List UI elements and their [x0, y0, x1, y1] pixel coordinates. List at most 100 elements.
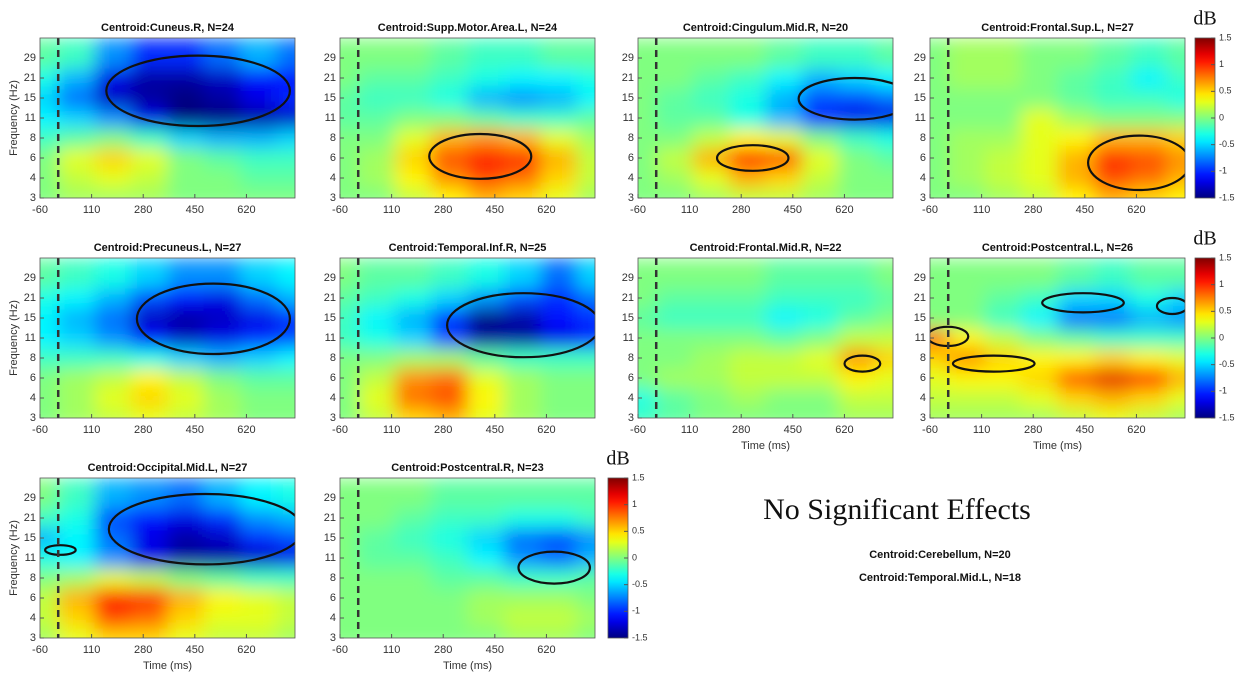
heatmap-cell	[1021, 408, 1058, 418]
heatmap-cell	[276, 168, 295, 189]
y-tick-label: 15	[622, 92, 634, 104]
heatmap-cell	[131, 588, 168, 609]
heatmap-cell	[1166, 188, 1185, 198]
heatmap-cell	[838, 408, 876, 418]
heatmap-cell	[930, 308, 949, 329]
heatmap-cell	[1166, 38, 1185, 69]
heatmap-cell	[431, 88, 468, 109]
y-tick-label: 11	[25, 112, 36, 124]
x-tick-label: -60	[922, 424, 938, 436]
heatmap-cell	[638, 328, 657, 349]
heatmap-cell	[1130, 168, 1168, 189]
heatmap-cell	[729, 258, 766, 289]
heatmap-cell	[930, 88, 949, 109]
y-tick-label: 3	[628, 192, 634, 204]
heatmap-cell	[765, 328, 803, 349]
heatmap-cell	[358, 108, 396, 129]
heatmap-cell	[576, 188, 595, 198]
heatmap-cell	[540, 628, 578, 638]
heatmap-cell	[948, 168, 986, 189]
heatmap-cell	[576, 258, 595, 289]
heatmap-cell	[1130, 388, 1168, 409]
heatmap-cell	[984, 38, 1022, 69]
heatmap-cell	[729, 308, 766, 329]
y-tick-label: 15	[914, 312, 926, 324]
heatmap-cell	[94, 568, 132, 589]
x-tick-label: 450	[784, 424, 802, 436]
heatmap-cell	[40, 148, 59, 169]
heatmap-cell	[656, 308, 694, 329]
heatmap-cell	[576, 308, 595, 329]
heatmap-cell	[874, 408, 893, 418]
heatmap-cell	[1130, 148, 1168, 169]
heatmap-cell	[40, 628, 59, 638]
heatmap-cell	[1021, 168, 1058, 189]
heatmap-cell	[467, 328, 505, 349]
heatmap-cell	[358, 528, 396, 549]
heatmap-cell	[58, 408, 96, 418]
heatmap-cell	[540, 608, 578, 629]
heatmap-cell	[40, 478, 59, 509]
heatmap-cell	[203, 188, 241, 198]
heatmap-cell	[58, 568, 96, 589]
heatmap-cell	[801, 128, 839, 149]
heatmap-cell	[874, 288, 893, 309]
y-axis-label: Frequency (Hz)	[8, 520, 20, 596]
heatmap-cell	[874, 88, 893, 109]
heatmap-cell	[358, 388, 396, 409]
heatmap-cell	[503, 368, 541, 389]
heatmap-cell	[801, 148, 839, 169]
heatmap-cell	[692, 188, 730, 198]
heatmap-cell	[40, 348, 59, 369]
heatmap-cell	[838, 108, 876, 129]
x-tick-label: 620	[237, 644, 255, 656]
chart-title: Centroid:Frontal.Sup.L, N=27	[981, 22, 1133, 34]
y-tick-label: 11	[915, 332, 926, 344]
heatmap-cell	[540, 68, 578, 89]
heatmap-cell	[167, 388, 205, 409]
y-tick-label: 8	[30, 572, 36, 584]
heatmap-cell	[984, 68, 1022, 89]
heatmap-cell	[576, 368, 595, 389]
heatmap-cell	[1057, 38, 1095, 69]
heatmap-cell	[240, 188, 278, 198]
heatmap-cell	[656, 348, 694, 369]
heatmap-cell	[203, 38, 241, 69]
x-tick-label: 450	[486, 204, 504, 216]
heatmap-cell	[131, 168, 168, 189]
x-tick-label: 620	[1127, 204, 1145, 216]
significance-contour	[951, 354, 1036, 373]
heatmap-cell	[276, 38, 295, 69]
colorbar-tick-label: -0.5	[1219, 139, 1235, 149]
x-axis-label: Time (ms)	[143, 660, 192, 672]
heatmap-cell	[656, 388, 694, 409]
heatmap-cell	[692, 68, 730, 89]
heatmap-cell	[203, 68, 241, 89]
colorbar-tick-label: 1	[1219, 59, 1224, 69]
heatmap-cell	[930, 388, 949, 409]
heatmap-cell	[1130, 108, 1168, 129]
y-tick-label: 8	[628, 352, 634, 364]
significance-contour	[135, 282, 291, 356]
heatmap-cell	[167, 408, 205, 418]
x-tick-label: 280	[732, 204, 750, 216]
heatmap-cell	[40, 188, 59, 198]
y-tick-label: 3	[628, 412, 634, 424]
y-tick-label: 29	[24, 272, 36, 284]
y-tick-label: 3	[330, 412, 336, 424]
heatmap-cell	[930, 148, 949, 169]
heatmap-cell	[948, 408, 986, 418]
heatmap-cell	[765, 68, 803, 89]
heatmap-cell	[948, 38, 986, 69]
heatmap-cell	[984, 328, 1022, 349]
x-tick-label: -60	[32, 424, 48, 436]
heatmap-cell	[1130, 88, 1168, 109]
heatmap-cell	[638, 148, 657, 169]
heatmap-cell	[656, 168, 694, 189]
heatmap-cell	[1057, 408, 1095, 418]
y-tick-label: 6	[628, 152, 634, 164]
heatmap-cell	[729, 108, 766, 129]
heatmap-cell	[656, 38, 694, 69]
heatmap-cell	[467, 408, 505, 418]
heatmap-cell	[58, 478, 96, 509]
